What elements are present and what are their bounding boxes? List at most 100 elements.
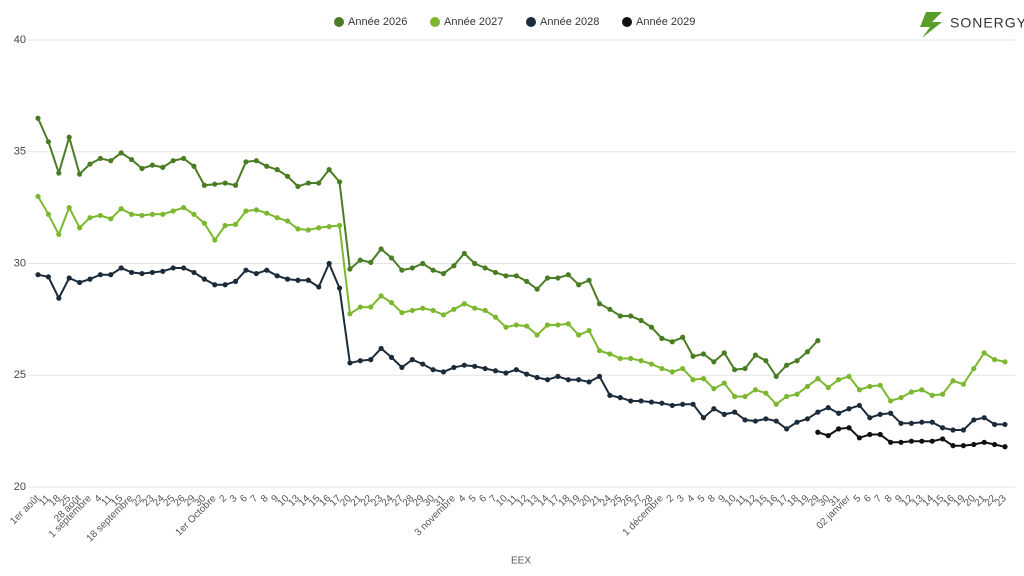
data-point	[76, 171, 83, 177]
data-point	[732, 409, 738, 415]
data-point	[336, 285, 343, 291]
data-point	[180, 265, 187, 271]
data-point	[888, 439, 894, 445]
data-point	[461, 250, 467, 257]
data-point	[264, 163, 270, 169]
data-point	[804, 349, 811, 355]
data-point	[170, 158, 176, 164]
data-point	[430, 307, 436, 314]
data-point	[191, 163, 197, 169]
data-point	[825, 384, 831, 391]
data-point	[617, 355, 623, 362]
data-point	[628, 398, 634, 404]
data-point	[659, 400, 665, 406]
data-point	[524, 323, 530, 329]
data-point	[243, 208, 249, 214]
series	[35, 260, 1008, 433]
data-point	[940, 391, 946, 397]
data-point	[648, 399, 655, 405]
data-point	[690, 401, 696, 407]
data-point	[253, 207, 259, 213]
data-point	[711, 406, 717, 412]
data-point	[35, 272, 41, 278]
data-point	[316, 180, 322, 186]
x-tick-label: 2	[665, 493, 677, 505]
y-tick-label: 40	[14, 34, 26, 46]
data-point	[243, 267, 249, 273]
data-point	[836, 410, 842, 416]
data-point	[877, 411, 883, 417]
data-point	[544, 275, 551, 281]
data-point	[680, 334, 686, 340]
data-point	[846, 373, 852, 379]
data-point	[700, 376, 707, 382]
x-tick-label: 8	[706, 493, 718, 505]
data-point	[368, 304, 374, 310]
data-point	[222, 180, 228, 186]
data-point	[555, 275, 561, 281]
data-point	[607, 351, 613, 357]
data-point	[586, 277, 592, 283]
data-point	[357, 304, 363, 310]
x-tick-label: 3	[675, 493, 687, 505]
data-point	[222, 222, 228, 229]
data-point	[700, 351, 707, 357]
data-point	[773, 418, 779, 424]
data-point	[711, 386, 717, 392]
data-point	[981, 350, 987, 356]
data-point	[461, 301, 467, 307]
data-point	[180, 205, 187, 211]
x-tick-label: 5	[467, 493, 479, 505]
data-point	[472, 305, 478, 311]
data-point	[212, 282, 218, 288]
data-point	[856, 387, 863, 393]
x-tick-label: 1er août	[8, 493, 42, 527]
data-point	[201, 182, 207, 188]
data-point	[160, 211, 166, 217]
data-point	[513, 273, 519, 279]
data-point	[264, 267, 270, 273]
data-point	[56, 295, 62, 301]
data-point	[139, 270, 145, 277]
x-tick-label: 7	[249, 493, 261, 505]
data-point	[940, 436, 946, 442]
data-point	[763, 416, 769, 422]
data-point	[804, 416, 811, 422]
series	[35, 193, 1008, 407]
data-point	[700, 415, 707, 421]
data-point	[752, 352, 759, 358]
data-point	[628, 355, 634, 362]
data-point	[877, 382, 883, 388]
data-point	[170, 208, 176, 214]
data-point	[139, 212, 145, 219]
legend-marker	[526, 17, 536, 27]
data-point	[492, 368, 499, 374]
data-point	[420, 305, 426, 311]
data-point	[201, 276, 207, 282]
data-point	[336, 179, 343, 185]
data-point	[87, 276, 93, 282]
data-point	[108, 272, 114, 278]
data-point	[232, 182, 239, 188]
series	[815, 425, 1008, 450]
data-point	[690, 377, 696, 383]
data-point	[45, 139, 51, 145]
data-point	[846, 406, 852, 412]
data-point	[544, 322, 551, 328]
data-point	[794, 358, 800, 364]
data-point	[66, 205, 72, 211]
data-point	[524, 371, 530, 377]
data-point	[378, 246, 384, 252]
x-tick-label: 5	[852, 493, 864, 505]
data-point	[992, 441, 998, 448]
data-point	[929, 419, 935, 425]
data-point	[940, 425, 946, 431]
data-point	[576, 377, 582, 383]
data-point	[76, 225, 83, 231]
data-point	[232, 221, 239, 227]
data-point	[503, 324, 509, 330]
x-tick-label: 3	[228, 493, 240, 505]
data-point	[638, 398, 644, 404]
data-point	[825, 405, 831, 411]
data-point	[669, 402, 675, 409]
